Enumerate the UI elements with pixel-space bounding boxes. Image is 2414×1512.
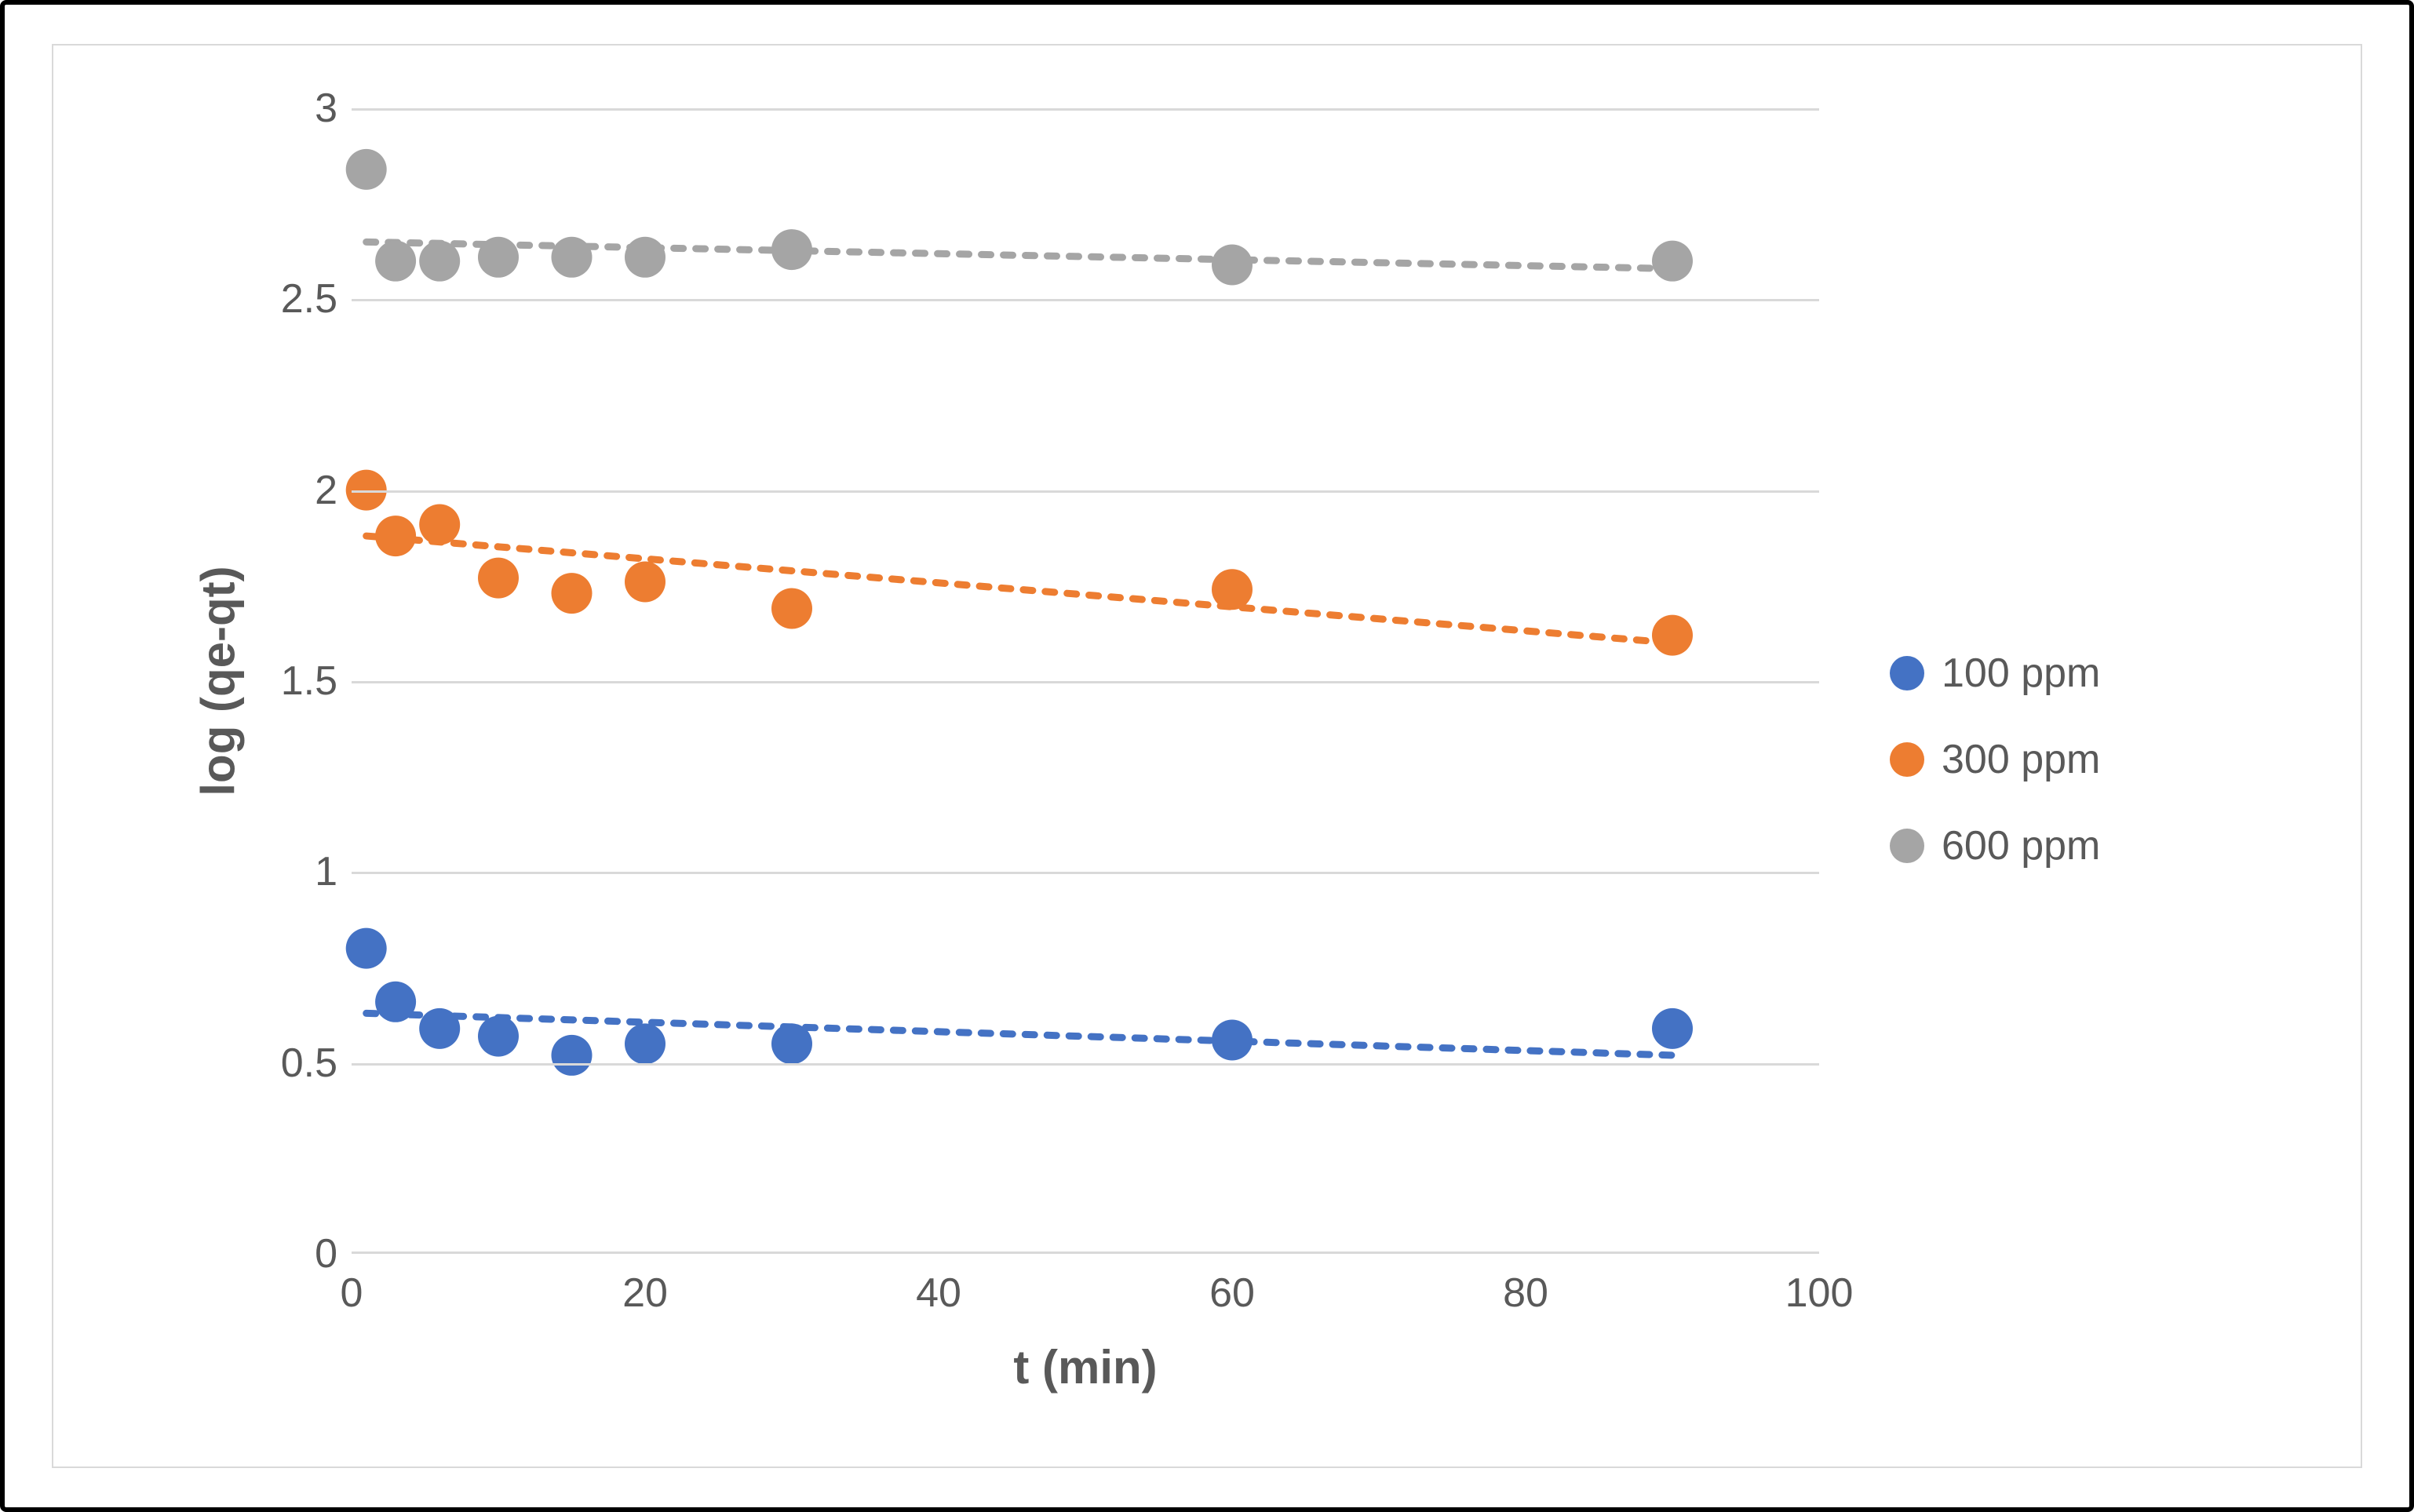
legend-label: 100 ppm (1942, 650, 2100, 697)
data-point (1652, 241, 1693, 282)
y-tick-label: 2 (315, 467, 352, 514)
data-point (1212, 245, 1253, 286)
gridline-h (352, 299, 1819, 301)
plot-area: 00.511.522.53020406080100 (352, 108, 1819, 1254)
data-point (552, 1035, 593, 1076)
y-tick-label: 0.5 (281, 1040, 352, 1087)
x-tick-label: 60 (1209, 1254, 1255, 1317)
legend-item: 300 ppm (1890, 736, 2100, 783)
data-point (346, 149, 387, 190)
data-point (625, 1023, 665, 1064)
legend-marker (1890, 829, 1924, 863)
data-point (625, 561, 665, 602)
x-tick-label: 20 (622, 1254, 668, 1317)
y-tick-label: 2.5 (281, 275, 352, 322)
data-point (771, 588, 812, 629)
data-point (346, 928, 387, 969)
legend-marker (1890, 656, 1924, 690)
x-tick-label: 100 (1785, 1254, 1854, 1317)
x-axis-line (352, 1251, 1819, 1254)
data-point (478, 1016, 519, 1057)
data-point (1652, 615, 1693, 656)
data-point (625, 237, 665, 278)
gridline-h (352, 108, 1819, 111)
x-axis-title: t (min) (1013, 1340, 1157, 1394)
data-point (375, 516, 416, 556)
data-point (552, 573, 593, 614)
data-point (1212, 569, 1253, 610)
data-point (771, 1023, 812, 1064)
data-point (478, 558, 519, 599)
y-axis-title: log (qe-qt) (191, 566, 246, 796)
x-tick-label: 40 (916, 1254, 961, 1317)
x-tick-label: 80 (1503, 1254, 1548, 1317)
data-point (375, 982, 416, 1022)
legend-label: 300 ppm (1942, 736, 2100, 783)
legend-item: 600 ppm (1890, 822, 2100, 869)
x-tick-label: 0 (341, 1254, 363, 1317)
legend-label: 600 ppm (1942, 822, 2100, 869)
gridline-h (352, 681, 1819, 683)
data-point (552, 237, 593, 278)
legend-marker (1890, 742, 1924, 777)
y-tick-label: 1.5 (281, 658, 352, 705)
data-point (375, 241, 416, 282)
chart-frame: log (qe-qt) t (min) 00.511.522.530204060… (0, 0, 2414, 1512)
gridline-h (352, 872, 1819, 874)
data-point (771, 229, 812, 270)
data-point (1652, 1008, 1693, 1049)
chart-panel: log (qe-qt) t (min) 00.511.522.530204060… (52, 44, 2362, 1468)
legend: 100 ppm 300 ppm 600 ppm (1890, 610, 2100, 909)
data-point (419, 504, 460, 545)
y-tick-label: 1 (315, 848, 352, 895)
gridline-h (352, 1063, 1819, 1066)
legend-item: 100 ppm (1890, 650, 2100, 697)
gridline-h (352, 490, 1819, 493)
data-point (478, 237, 519, 278)
y-tick-label: 3 (315, 85, 352, 132)
data-point (1212, 1019, 1253, 1060)
data-point (419, 241, 460, 282)
data-point (419, 1008, 460, 1049)
